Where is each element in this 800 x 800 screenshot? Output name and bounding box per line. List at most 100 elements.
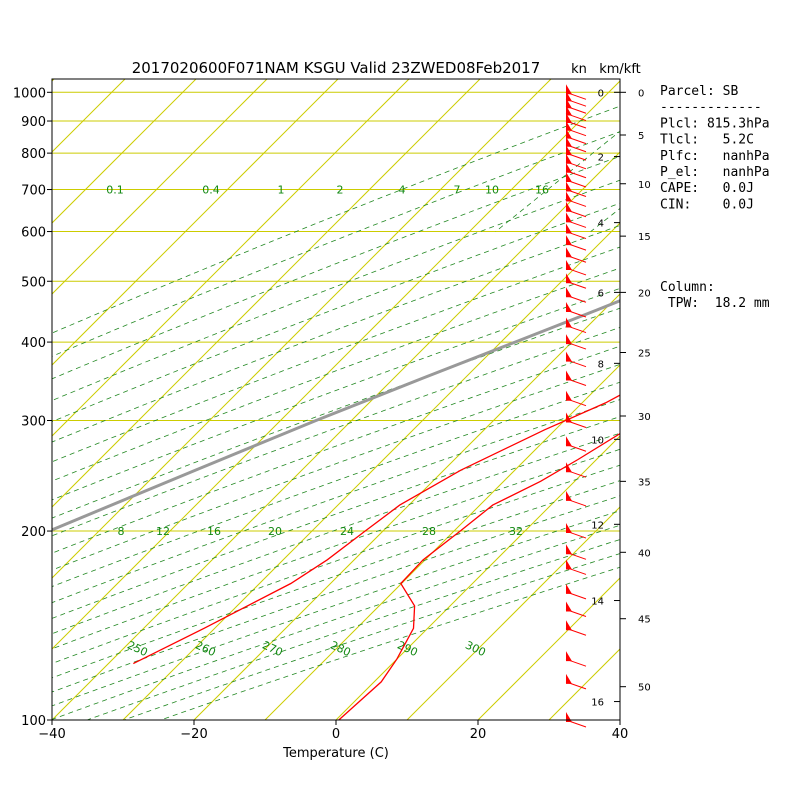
- wind-barb: [565, 334, 587, 350]
- isotherm-line: [52, 79, 197, 224]
- x-tick-label: −20: [180, 727, 207, 742]
- kft-tick-label: 45: [638, 615, 651, 626]
- x-axis-label: Temperature (C): [282, 746, 389, 761]
- y-tick-label: 400: [21, 336, 46, 351]
- height-axis: 0 2 4 6 8 10 12 14 16 0 5 10 15 20 25 30 35 40 45 50: [591, 79, 651, 720]
- wind-barb-pennant: [566, 673, 572, 684]
- wind-barb: [565, 601, 587, 617]
- wind-barb-pennant: [566, 601, 572, 612]
- wind-barb: [565, 181, 587, 198]
- mixing-ratio-label-700: 4: [399, 184, 406, 197]
- wind-barb: [565, 120, 587, 137]
- km-tick-label: 8: [598, 359, 604, 370]
- wind-barb: [565, 247, 587, 263]
- wind-barb: [565, 559, 587, 575]
- wind-barb-pennant: [566, 247, 572, 258]
- kft-tick-label: 0: [638, 88, 644, 99]
- dry-adiabat-line: [52, 288, 620, 501]
- x-tick-label: −40: [38, 727, 65, 742]
- wind-barb-pennant: [566, 191, 572, 202]
- km-tick-label: 14: [591, 597, 604, 608]
- wind-barb: [565, 113, 587, 129]
- wind-barb: [565, 145, 587, 161]
- y-tick-label: 100: [21, 714, 46, 729]
- mixing-ratio-label-700: 0.4: [202, 184, 220, 197]
- wind-barb-pennant: [566, 98, 572, 109]
- km-tick-label: 0: [598, 88, 604, 99]
- dry-adiabat-line: [52, 131, 620, 357]
- wind-barb-pennant: [566, 412, 572, 423]
- dry-adiabat-line: [52, 448, 620, 650]
- wind-barb: [565, 201, 587, 218]
- kft-tick-label: 15: [638, 232, 651, 243]
- kft-tick-label: 25: [638, 349, 651, 360]
- wind-barb: [565, 128, 587, 145]
- wind-barb: [565, 620, 587, 636]
- wind-barb: [565, 544, 587, 560]
- isotherm-line: [52, 79, 481, 508]
- wind-barb: [565, 370, 587, 386]
- wind-barb: [565, 390, 587, 407]
- isotherm-line: [52, 79, 552, 579]
- wind-barb: [565, 583, 587, 600]
- wind-barb-pennant: [566, 113, 572, 124]
- mixing-ratio-label-200: 20: [268, 525, 282, 538]
- y-tick-label: 300: [21, 415, 46, 430]
- mixing-ratio-label-200: 32: [509, 525, 523, 538]
- parcel-info-line: -------------: [660, 100, 762, 115]
- wind-barb-pennant: [566, 84, 572, 95]
- mixing-ratio-label-200: 12: [156, 525, 170, 538]
- mixing-ratio-lines: [495, 79, 800, 232]
- x-tick-label: 0: [332, 727, 340, 742]
- wind-barb: [565, 651, 587, 667]
- y-tick-label: 900: [21, 115, 46, 130]
- mixing-ratio-label-200: 16: [207, 525, 221, 538]
- kft-tick-label: 10: [638, 180, 651, 191]
- x-tick-label: 20: [470, 727, 487, 742]
- isobar-lines: [52, 91, 620, 720]
- y-tick-label: 600: [21, 226, 46, 241]
- column-info-line: Column:: [660, 280, 715, 295]
- wind-barb: [565, 412, 587, 428]
- wind-barb-pennant: [566, 120, 572, 131]
- y-tick-label: 1000: [13, 86, 46, 101]
- isotherm-line: [264, 364, 620, 720]
- wind-barb-pennant: [566, 212, 572, 223]
- mixing-ratio-label-700: 16: [535, 184, 549, 197]
- wind-barb-pennant: [566, 651, 572, 662]
- isotherm-line: [52, 79, 339, 366]
- dry-adiabat-line: [52, 416, 620, 619]
- wind-barb-pennant: [566, 145, 572, 156]
- kft-tick-label: 30: [638, 412, 651, 423]
- wind-unit-label: kn: [571, 62, 587, 77]
- x-tick-label: 40: [612, 727, 629, 742]
- dry-adiabat-label: 250: [125, 638, 150, 659]
- dry-adiabat-label: 280: [328, 638, 353, 659]
- wind-barb: [565, 301, 587, 318]
- chart-title: 2017020600F071NAM KSGU Valid 23ZWED08Feb…: [132, 59, 541, 77]
- dry-adiabat-label: 300: [463, 638, 488, 659]
- mixing-ratio-line: [780, 79, 800, 232]
- km-tick-label: 6: [598, 288, 604, 299]
- dry-adiabat-line: [52, 327, 620, 537]
- mixing-ratio-label-700: 2: [337, 184, 344, 197]
- wind-barb: [565, 351, 587, 368]
- parcel-profile-line: [52, 299, 620, 532]
- dry-adiabat-line: [52, 307, 620, 519]
- wind-barb: [565, 317, 587, 334]
- wind-barb-pennant: [566, 462, 572, 473]
- wind-barb: [565, 91, 587, 107]
- wind-barb-pennant: [566, 171, 572, 182]
- wind-barb-pennant: [566, 436, 572, 447]
- wind-barb: [565, 98, 587, 114]
- dry-adiabat-lines: [52, 105, 620, 720]
- isotherm-line: [335, 435, 620, 720]
- y-tick-label: 700: [21, 184, 46, 199]
- mixing-ratio-label-200: 28: [422, 525, 436, 538]
- wind-barb: [565, 136, 587, 153]
- mixing-ratio-label-200: 8: [118, 525, 125, 538]
- wind-barbs: [565, 84, 587, 728]
- dry-adiabat-label: 270: [260, 638, 285, 659]
